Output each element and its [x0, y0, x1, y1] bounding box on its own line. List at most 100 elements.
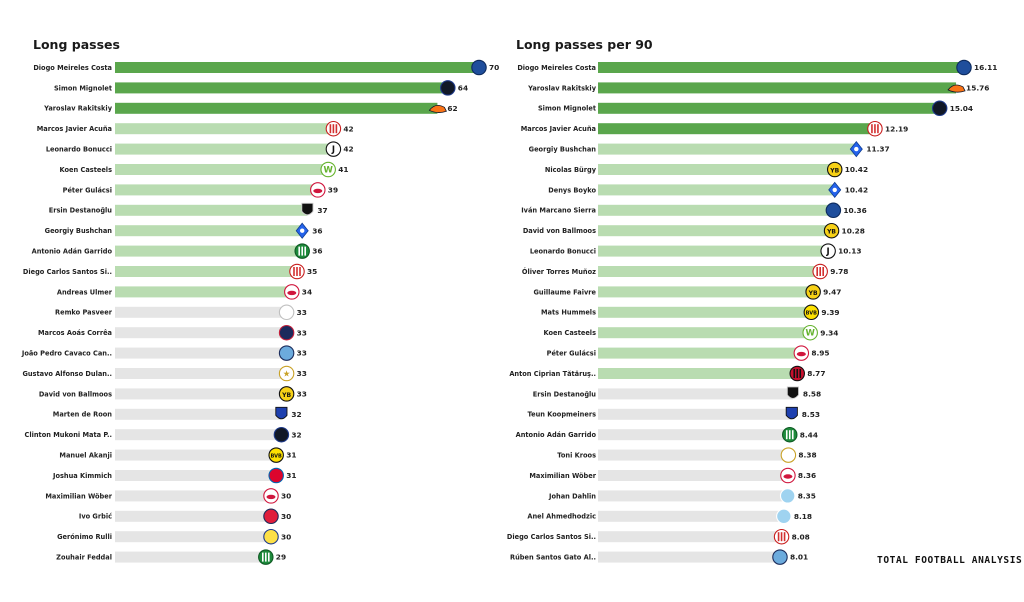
sporting-badge-icon	[294, 243, 310, 259]
category-label: Maximilian Wöber	[529, 472, 596, 480]
badge-shape	[268, 467, 284, 484]
porto-badge-icon	[956, 59, 972, 76]
bar	[115, 266, 297, 277]
category-label: Marcos Javier Acuña	[521, 125, 596, 133]
value-label: 30	[281, 512, 291, 521]
porto-badge-icon	[471, 59, 487, 76]
bar-row: Manuel Akanji BVB 31	[59, 447, 296, 463]
category-label: Rúben Santos Gato Al..	[510, 554, 596, 562]
bar-row: Georgiy Bushchan 36	[45, 222, 322, 239]
category-label: Antonio Adán Garrido	[32, 248, 113, 256]
badge-shape	[320, 161, 336, 178]
category-label: Andreas Ulmer	[57, 288, 113, 296]
category-label: Diogo Meireles Costa	[517, 64, 596, 72]
badge-stripe	[788, 430, 791, 440]
value-label: 29	[276, 553, 286, 562]
bar	[115, 347, 287, 359]
value-label: 35	[307, 267, 317, 276]
value-label: 31	[286, 471, 296, 480]
badge-stripe	[816, 267, 818, 276]
realmadrid-badge-icon	[780, 447, 797, 463]
badge-shape	[263, 528, 279, 545]
category-label: David von Ballmoos	[523, 227, 596, 235]
badge-dot	[854, 146, 859, 152]
value-label: 8.38	[798, 451, 816, 460]
badge-stripe	[874, 124, 876, 134]
bar-row: Antonio Adán Garrido 36	[32, 243, 322, 259]
sevilla-badge-icon	[773, 528, 790, 545]
category-label: David von Ballmoos	[39, 390, 112, 398]
category-label: Diego Carlos Santos Si..	[23, 268, 112, 276]
bar-row: Marten de Roon 32	[53, 406, 302, 420]
badge-stripe	[301, 246, 303, 256]
value-label: 12.19	[885, 124, 908, 133]
category-label: Guillaume Faivre	[533, 288, 596, 296]
value-label: 8.36	[798, 471, 816, 480]
porto-badge-icon	[825, 202, 842, 219]
salzburg-badge-icon	[284, 284, 300, 300]
category-label: Ivo Grbić	[79, 513, 112, 521]
chart-long-passes: Long passes Diogo Meireles Costa 70 Simon …	[21, 37, 499, 565]
brugge-badge-icon	[273, 426, 290, 443]
bar	[598, 184, 835, 196]
badge-shape	[278, 345, 295, 361]
bar	[598, 164, 835, 175]
bar	[115, 306, 287, 318]
bar-row: Mats Hummels BVB 9.39	[541, 304, 840, 321]
badge-shape	[779, 488, 796, 504]
category-label: Péter Gulácsi	[63, 186, 112, 194]
dynamo-badge-icon	[295, 222, 309, 239]
badge-shape	[278, 365, 295, 382]
wolfsburg-badge-icon: W	[320, 161, 336, 178]
category-label: Anel Ahmedhodzic	[527, 513, 596, 521]
value-label: 8.58	[803, 390, 821, 399]
badge-stripe	[332, 124, 335, 134]
badge-dot	[300, 228, 305, 233]
bar	[115, 510, 271, 522]
youngboys-badge-icon: YB	[826, 161, 843, 178]
bar	[598, 266, 821, 277]
badge-shape	[785, 406, 798, 420]
bar-row: Diogo Meireles Costa 70	[33, 59, 499, 76]
badge-shape	[805, 284, 821, 300]
bar-row: Péter Gulácsi 39	[63, 182, 338, 198]
badge-shape	[278, 324, 295, 341]
value-label: 36	[312, 226, 322, 235]
bar	[115, 225, 303, 237]
value-label: 10.36	[843, 206, 866, 215]
bar-row: Maximilian Wöber 30	[45, 488, 291, 504]
value-label: 11.37	[866, 145, 889, 154]
bayern-badge-icon	[268, 467, 284, 484]
bar-row: Rúben Santos Gato Al.. 8.01	[510, 549, 808, 565]
bar	[115, 62, 479, 73]
bar	[598, 510, 784, 522]
value-label: 30	[281, 532, 291, 541]
category-label: Gerónimo Rulli	[57, 533, 112, 541]
bar	[115, 245, 303, 257]
value-label: 31	[286, 451, 296, 460]
chart-title-long-passes: Long passes	[33, 37, 120, 52]
value-label: 16.11	[974, 63, 997, 72]
bar-row: Diego Carlos Santos Si.. 35	[23, 263, 317, 280]
besiktas-badge-icon	[786, 386, 799, 399]
salzburg-badge-icon	[263, 488, 279, 504]
badge-shape	[273, 426, 290, 443]
youngboys-badge-icon: YB	[278, 386, 295, 402]
bar-row: Anel Ahmedhodzic 8.18	[527, 508, 812, 525]
badge-shape	[947, 84, 966, 93]
bar	[598, 470, 788, 481]
value-label: 8.95	[811, 349, 829, 358]
badge-shape	[278, 386, 295, 402]
badge-stripe	[799, 369, 802, 378]
bar-row: Andreas Ulmer 34	[57, 284, 312, 300]
bar-row: Ivo Grbić 30	[79, 508, 291, 525]
category-label: Mats Hummels	[541, 309, 596, 317]
category-label: Toni Kroos	[557, 452, 596, 460]
bar-row: Óliver Torres Muñoz 9.78	[522, 263, 848, 280]
badge-bull	[266, 494, 276, 500]
bar	[598, 245, 829, 257]
bar-row: Antonio Adán Garrido 8.44	[516, 426, 818, 443]
bar-row: Johan Dahlin 8.35	[548, 488, 816, 504]
bar-row: Simon Mignolet 64	[54, 80, 468, 96]
